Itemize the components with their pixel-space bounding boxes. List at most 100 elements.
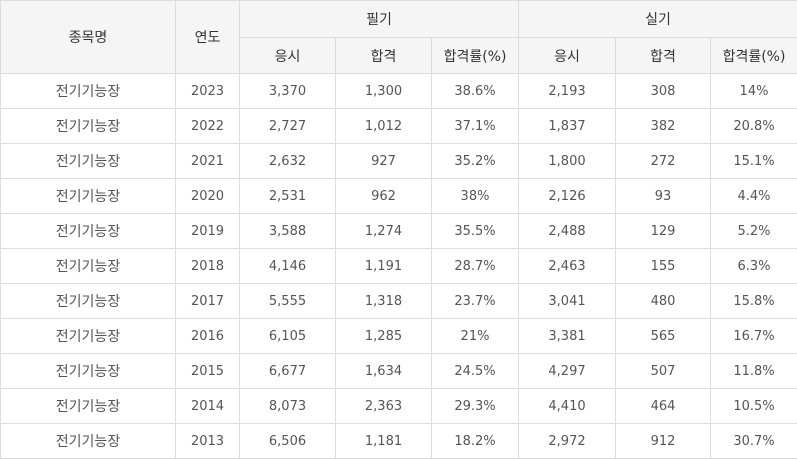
cell-written-rate: 28.7% bbox=[431, 248, 519, 284]
cell-practical-applicants: 1,837 bbox=[518, 108, 616, 144]
table-body: 전기기능장 2023 3,370 1,300 38.6% 2,193 308 14% 전기기능장… bbox=[0, 73, 797, 459]
cell-written-applicants: 6,105 bbox=[239, 318, 336, 354]
cell-year: 2021 bbox=[175, 143, 240, 179]
header-practical-passed: 합격 bbox=[615, 37, 711, 74]
cell-practical-applicants: 3,041 bbox=[518, 283, 616, 319]
cell-written-applicants: 6,677 bbox=[239, 353, 336, 389]
cell-written-passed: 962 bbox=[335, 178, 432, 214]
cell-practical-rate: 6.3% bbox=[710, 248, 797, 284]
cell-written-applicants: 2,531 bbox=[239, 178, 336, 214]
table-row: 전기기능장 2021 2,632 927 35.2% 1,800 272 15.1% bbox=[0, 143, 797, 179]
cell-written-applicants: 2,727 bbox=[239, 108, 336, 144]
cell-practical-applicants: 3,381 bbox=[518, 318, 616, 354]
cell-item: 전기기능장 bbox=[0, 108, 176, 144]
cell-written-rate: 35.5% bbox=[431, 213, 519, 249]
cell-item: 전기기능장 bbox=[0, 213, 176, 249]
cell-written-applicants: 3,588 bbox=[239, 213, 336, 249]
cell-practical-passed: 129 bbox=[615, 213, 711, 249]
cell-written-rate: 18.2% bbox=[431, 423, 519, 459]
cell-practical-rate: 4.4% bbox=[710, 178, 797, 214]
cell-practical-applicants: 2,193 bbox=[518, 73, 616, 109]
cell-item: 전기기능장 bbox=[0, 388, 176, 424]
cell-written-passed: 1,300 bbox=[335, 73, 432, 109]
cell-written-passed: 1,274 bbox=[335, 213, 432, 249]
cell-year: 2018 bbox=[175, 248, 240, 284]
cell-written-rate: 23.7% bbox=[431, 283, 519, 319]
table-row: 전기기능장 2016 6,105 1,285 21% 3,381 565 16.7% bbox=[0, 318, 797, 354]
cell-written-rate: 29.3% bbox=[431, 388, 519, 424]
cell-written-passed: 1,318 bbox=[335, 283, 432, 319]
cell-written-passed: 1,285 bbox=[335, 318, 432, 354]
cell-practical-rate: 20.8% bbox=[710, 108, 797, 144]
cell-written-rate: 35.2% bbox=[431, 143, 519, 179]
cell-year: 2014 bbox=[175, 388, 240, 424]
cell-practical-applicants: 1,800 bbox=[518, 143, 616, 179]
cell-written-passed: 1,012 bbox=[335, 108, 432, 144]
cell-item: 전기기능장 bbox=[0, 248, 176, 284]
cell-written-applicants: 6,506 bbox=[239, 423, 336, 459]
table-row: 전기기능장 2017 5,555 1,318 23.7% 3,041 480 15.8% bbox=[0, 283, 797, 319]
header-written-rate: 합격률(%) bbox=[431, 37, 519, 74]
cell-written-applicants: 8,073 bbox=[239, 388, 336, 424]
cell-written-applicants: 3,370 bbox=[239, 73, 336, 109]
table-row: 전기기능장 2018 4,146 1,191 28.7% 2,463 155 6.3% bbox=[0, 248, 797, 284]
cell-practical-passed: 155 bbox=[615, 248, 711, 284]
header-written-passed: 합격 bbox=[335, 37, 432, 74]
cell-written-passed: 1,191 bbox=[335, 248, 432, 284]
cell-practical-applicants: 2,488 bbox=[518, 213, 616, 249]
cell-year: 2013 bbox=[175, 423, 240, 459]
cell-practical-applicants: 4,410 bbox=[518, 388, 616, 424]
cell-practical-rate: 10.5% bbox=[710, 388, 797, 424]
table-row: 전기기능장 2019 3,588 1,274 35.5% 2,488 129 5.2% bbox=[0, 213, 797, 249]
cell-written-passed: 927 bbox=[335, 143, 432, 179]
cell-written-passed: 1,634 bbox=[335, 353, 432, 389]
cell-practical-passed: 464 bbox=[615, 388, 711, 424]
header-year: 연도 bbox=[175, 0, 240, 74]
table-row: 전기기능장 2013 6,506 1,181 18.2% 2,972 912 30.7% bbox=[0, 423, 797, 459]
cell-item: 전기기능장 bbox=[0, 143, 176, 179]
cell-year: 2022 bbox=[175, 108, 240, 144]
cell-practical-passed: 382 bbox=[615, 108, 711, 144]
cell-practical-rate: 16.7% bbox=[710, 318, 797, 354]
cell-practical-rate: 14% bbox=[710, 73, 797, 109]
header-practical: 실기 bbox=[518, 0, 797, 38]
header-practical-applicants: 응시 bbox=[518, 37, 616, 74]
header-written: 필기 bbox=[239, 0, 519, 38]
cell-written-passed: 2,363 bbox=[335, 388, 432, 424]
header-written-applicants: 응시 bbox=[239, 37, 336, 74]
cell-written-rate: 24.5% bbox=[431, 353, 519, 389]
cell-written-rate: 38% bbox=[431, 178, 519, 214]
cell-item: 전기기능장 bbox=[0, 318, 176, 354]
cell-practical-rate: 11.8% bbox=[710, 353, 797, 389]
table-row: 전기기능장 2020 2,531 962 38% 2,126 93 4.4% bbox=[0, 178, 797, 214]
header-item: 종목명 bbox=[0, 0, 176, 74]
cell-written-rate: 21% bbox=[431, 318, 519, 354]
cell-written-passed: 1,181 bbox=[335, 423, 432, 459]
cell-practical-passed: 912 bbox=[615, 423, 711, 459]
cell-practical-passed: 272 bbox=[615, 143, 711, 179]
cell-practical-passed: 308 bbox=[615, 73, 711, 109]
cell-written-rate: 37.1% bbox=[431, 108, 519, 144]
cell-practical-applicants: 2,972 bbox=[518, 423, 616, 459]
cell-year: 2017 bbox=[175, 283, 240, 319]
table-row: 전기기능장 2015 6,677 1,634 24.5% 4,297 507 11.8% bbox=[0, 353, 797, 389]
cell-practical-passed: 480 bbox=[615, 283, 711, 319]
cell-practical-rate: 30.7% bbox=[710, 423, 797, 459]
cell-item: 전기기능장 bbox=[0, 73, 176, 109]
cell-written-applicants: 2,632 bbox=[239, 143, 336, 179]
cell-item: 전기기능장 bbox=[0, 283, 176, 319]
table-row: 전기기능장 2022 2,727 1,012 37.1% 1,837 382 20.8% bbox=[0, 108, 797, 144]
cell-year: 2019 bbox=[175, 213, 240, 249]
cell-year: 2016 bbox=[175, 318, 240, 354]
cell-item: 전기기능장 bbox=[0, 423, 176, 459]
cell-written-applicants: 5,555 bbox=[239, 283, 336, 319]
cell-practical-rate: 5.2% bbox=[710, 213, 797, 249]
cell-practical-applicants: 2,126 bbox=[518, 178, 616, 214]
cell-practical-applicants: 2,463 bbox=[518, 248, 616, 284]
cell-practical-applicants: 4,297 bbox=[518, 353, 616, 389]
cell-item: 전기기능장 bbox=[0, 178, 176, 214]
cell-written-rate: 38.6% bbox=[431, 73, 519, 109]
cell-year: 2015 bbox=[175, 353, 240, 389]
cell-practical-passed: 93 bbox=[615, 178, 711, 214]
